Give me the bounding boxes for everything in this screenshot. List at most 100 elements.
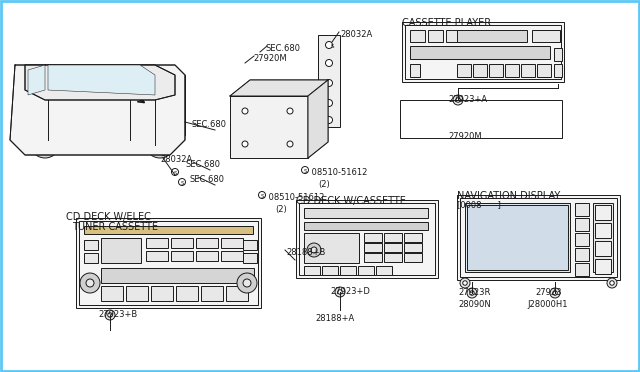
Text: S: S	[330, 44, 333, 49]
Bar	[296, 200, 438, 278]
Bar	[146, 251, 168, 261]
Circle shape	[287, 141, 293, 147]
Circle shape	[243, 279, 251, 287]
Bar	[554, 48, 562, 61]
Polygon shape	[10, 65, 185, 155]
Bar	[146, 238, 168, 248]
Text: 27923R: 27923R	[458, 288, 490, 297]
Bar	[101, 286, 123, 301]
Text: 28032A: 28032A	[340, 30, 372, 39]
Text: CD DECK W/ELEC: CD DECK W/ELEC	[65, 212, 150, 222]
Bar	[575, 203, 589, 216]
Circle shape	[335, 287, 345, 297]
Circle shape	[108, 313, 112, 317]
Bar	[304, 222, 428, 230]
Circle shape	[550, 288, 560, 298]
Text: 28090N: 28090N	[458, 300, 491, 309]
Bar	[318, 35, 340, 127]
Text: [0008-     ]: [0008- ]	[457, 200, 501, 209]
Text: SEC.680: SEC.680	[185, 160, 220, 169]
Bar	[160, 75, 185, 135]
Circle shape	[242, 141, 248, 147]
Text: 28188+B: 28188+B	[286, 248, 325, 257]
Polygon shape	[308, 80, 328, 158]
Bar	[101, 238, 141, 263]
Bar	[410, 30, 425, 42]
Bar	[521, 64, 535, 77]
Bar	[243, 253, 257, 263]
Bar	[151, 286, 173, 301]
Bar	[595, 241, 611, 256]
Bar	[171, 238, 193, 248]
Text: SEC.680: SEC.680	[192, 120, 227, 129]
Circle shape	[463, 281, 467, 285]
Text: (2): (2)	[318, 180, 330, 189]
Bar	[384, 243, 402, 252]
Text: SEC.680: SEC.680	[266, 44, 301, 53]
Circle shape	[338, 290, 342, 294]
Bar	[196, 238, 218, 248]
Circle shape	[460, 278, 470, 288]
Bar	[176, 286, 198, 301]
Bar	[404, 243, 422, 252]
Bar	[196, 251, 218, 261]
Bar	[457, 64, 471, 77]
Circle shape	[453, 95, 463, 105]
Bar	[446, 30, 461, 42]
Bar	[404, 233, 422, 242]
Bar	[465, 203, 570, 272]
Bar	[201, 286, 223, 301]
Bar	[405, 25, 561, 79]
Bar	[322, 266, 338, 275]
Circle shape	[179, 179, 186, 186]
Bar	[230, 96, 308, 158]
Text: 27923+D: 27923+D	[330, 287, 370, 296]
Bar	[221, 238, 243, 248]
Bar	[575, 218, 589, 231]
Circle shape	[105, 310, 115, 320]
Text: SEC.680: SEC.680	[190, 175, 225, 184]
Text: 27920M: 27920M	[448, 132, 482, 141]
Circle shape	[287, 108, 293, 114]
Polygon shape	[48, 65, 155, 95]
Circle shape	[326, 60, 333, 67]
Bar	[537, 64, 551, 77]
Text: 27920M: 27920M	[253, 54, 287, 63]
Circle shape	[326, 116, 333, 124]
Bar	[384, 233, 402, 242]
Bar	[304, 266, 320, 275]
Text: 27923+B: 27923+B	[98, 310, 137, 319]
Circle shape	[242, 108, 248, 114]
Text: TUNER CASSETTE: TUNER CASSETTE	[72, 222, 158, 232]
Circle shape	[467, 288, 477, 298]
Bar	[171, 251, 193, 261]
Bar	[467, 205, 568, 270]
Bar	[554, 64, 562, 77]
Circle shape	[326, 80, 333, 87]
Circle shape	[172, 169, 179, 176]
Bar	[595, 205, 611, 220]
Bar	[84, 240, 98, 250]
Circle shape	[607, 278, 617, 288]
Bar	[575, 263, 589, 276]
Circle shape	[301, 167, 308, 173]
Text: 08510-51612: 08510-51612	[309, 168, 367, 177]
Bar	[402, 22, 564, 82]
Circle shape	[456, 98, 460, 102]
Bar	[304, 233, 359, 263]
Bar	[340, 266, 356, 275]
Text: 27923: 27923	[535, 288, 561, 297]
Text: 28032A: 28032A	[160, 155, 192, 164]
Bar	[457, 195, 620, 280]
Text: 28188+A: 28188+A	[315, 314, 355, 323]
Bar	[575, 248, 589, 261]
Circle shape	[86, 279, 94, 287]
Bar	[376, 266, 392, 275]
Circle shape	[328, 42, 335, 48]
Bar	[532, 30, 560, 42]
Circle shape	[38, 136, 52, 150]
Bar	[226, 286, 248, 301]
Text: S: S	[303, 169, 307, 174]
Circle shape	[80, 273, 100, 293]
Polygon shape	[28, 65, 45, 95]
